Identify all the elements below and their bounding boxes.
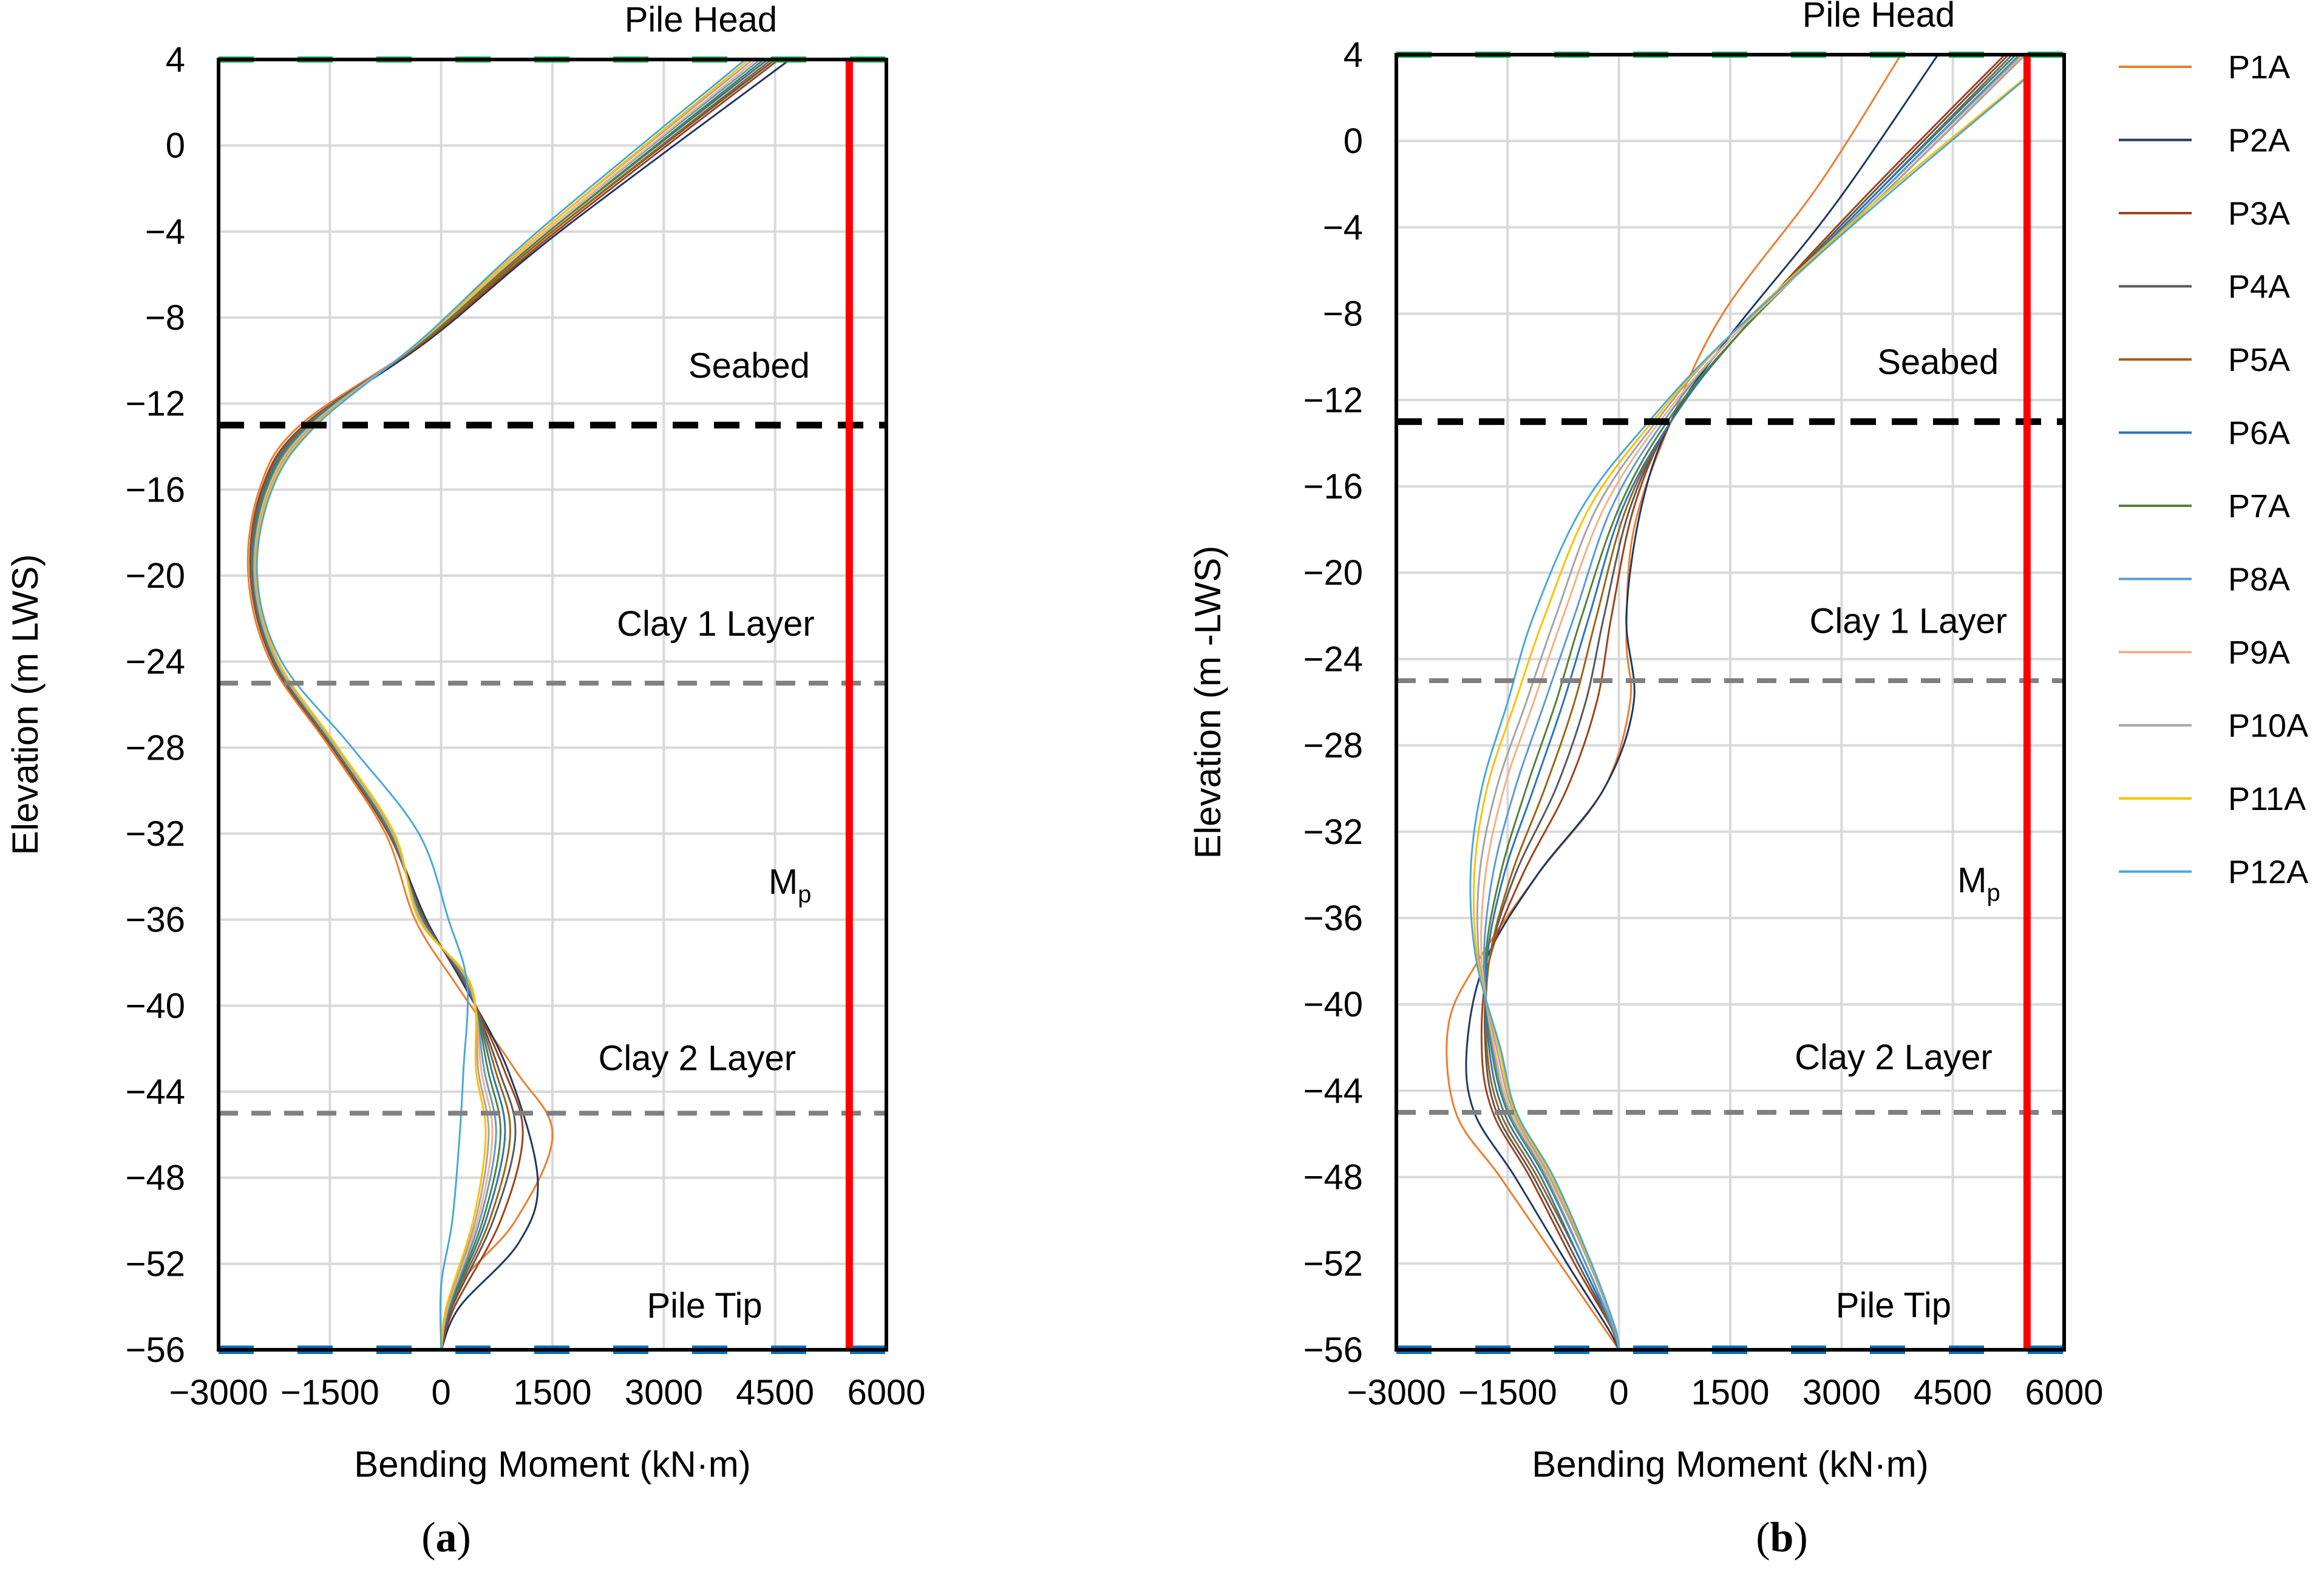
annotation-seabed: Seabed <box>1877 342 1999 382</box>
x-tick-label: 1500 <box>513 1373 591 1412</box>
legend-label-p4a: P4A <box>2228 269 2290 305</box>
series-line-p9a <box>1480 53 2024 1350</box>
x-tick-label: 4500 <box>736 1373 814 1412</box>
y-tick-label: −52 <box>1303 1244 1363 1284</box>
legend-label-p2a: P2A <box>2228 123 2290 159</box>
y-tick-label: −52 <box>126 1244 185 1284</box>
legend-label-p12a: P12A <box>2228 854 2308 891</box>
x-tick-label: 3000 <box>1802 1373 1881 1412</box>
y-tick-label: −44 <box>126 1072 185 1112</box>
x-axis-label: Bending Moment (kN·m) <box>1532 1444 1929 1485</box>
y-tick-label: −56 <box>1303 1330 1363 1370</box>
y-tick-label: −40 <box>126 986 185 1026</box>
x-tick-label: −1500 <box>280 1373 379 1412</box>
y-tick-label: −12 <box>1303 381 1363 420</box>
annotation-pile-head: Pile Head <box>1802 0 1955 35</box>
y-axis-label: Elevation (m LWS) <box>5 554 46 856</box>
y-tick-label: −8 <box>145 298 185 338</box>
annotation-clay-2-layer: Clay 2 Layer <box>599 1039 797 1078</box>
legend-label-p7a: P7A <box>2228 488 2290 525</box>
annotation-mp: Mp <box>1957 860 2000 906</box>
plot-frame <box>217 58 888 1352</box>
annotation-clay-2-layer: Clay 2 Layer <box>1795 1038 1993 1077</box>
y-tick-labels: 4 0 −4 −8 −12 −16 −20 −24 −28 −32 −36 −40 −44 −48 −52 −… <box>126 40 185 1370</box>
panel-label: (b) <box>1756 1514 1808 1561</box>
legend-label-p11a: P11A <box>2228 781 2306 817</box>
legend-label-p5a: P5A <box>2228 342 2290 378</box>
x-tick-label: −1500 <box>1458 1373 1557 1412</box>
legend-label-p6a: P6A <box>2228 415 2290 452</box>
annotation-seabed: Seabed <box>688 346 810 386</box>
annotation-pile-tip: Pile Tip <box>1836 1286 1951 1325</box>
y-tick-label: −24 <box>1303 639 1363 679</box>
x-tick-label: 1500 <box>1691 1373 1769 1412</box>
y-tick-label: −32 <box>126 814 185 854</box>
annotation-clay-1-layer: Clay 1 Layer <box>617 604 815 644</box>
panel-b: −3000 −1500 0 1500 3000 4500 6000 4 0 −4 −8 −12 −16… <box>1187 0 2104 1561</box>
plot-frame <box>1395 53 2066 1352</box>
x-tick-labels: −3000 −1500 0 1500 3000 4500 6000 <box>169 1373 926 1412</box>
y-tick-label: −48 <box>126 1159 185 1198</box>
panel-label: (a) <box>421 1514 471 1561</box>
series-line-p7a <box>1484 53 2020 1350</box>
x-tick-label: −3000 <box>1347 1373 1446 1412</box>
y-tick-label: −40 <box>1303 985 1363 1024</box>
annotations: Pile Head Seabed Clay 1 Layer Mp Clay 2 Laye… <box>1795 0 2007 1325</box>
annotation-mp: Mp <box>769 862 812 908</box>
y-tick-label: −44 <box>1303 1071 1363 1111</box>
y-tick-label: 0 <box>166 126 185 166</box>
annotation-pile-tip: Pile Tip <box>647 1286 762 1325</box>
legend-label-p10a: P10A <box>2228 708 2308 744</box>
annotations: Pile Head Seabed Clay 1 Layer Mp Clay 2 Laye… <box>599 0 815 1325</box>
x-tick-label: −3000 <box>169 1373 268 1412</box>
series-lines <box>1446 53 2030 1350</box>
y-tick-label: −28 <box>1303 726 1363 766</box>
annotation-pile-head: Pile Head <box>625 0 777 39</box>
y-tick-label: −4 <box>145 212 185 251</box>
y-tick-label: 4 <box>1344 35 1363 75</box>
legend-label-p8a: P8A <box>2228 562 2290 598</box>
y-tick-label: 4 <box>166 40 185 80</box>
y-tick-label: −20 <box>126 556 185 596</box>
x-tick-label: 0 <box>1609 1373 1629 1412</box>
y-tick-labels: 4 0 −4 −8 −12 −16 −20 −24 −28 −32 −36 −40 −44 −48 −52 −… <box>1303 35 1363 1370</box>
legend-label-p3a: P3A <box>2228 196 2290 232</box>
x-tick-label: 6000 <box>847 1373 925 1412</box>
y-tick-label: −32 <box>1303 812 1363 852</box>
y-tick-label: −20 <box>1303 553 1363 593</box>
y-tick-label: −48 <box>1303 1158 1363 1197</box>
annotation-clay-1-layer: Clay 1 Layer <box>1810 602 2008 641</box>
y-tick-label: −4 <box>1323 208 1363 247</box>
legend-label-p9a: P9A <box>2228 635 2290 671</box>
panel-a: −3000 −1500 0 1500 3000 4500 6000 4 0 −4 −8 −12 −16… <box>5 0 926 1561</box>
x-tick-label: 4500 <box>1914 1373 1992 1412</box>
y-tick-label: −24 <box>126 642 185 682</box>
x-tick-label: 0 <box>432 1373 451 1412</box>
y-tick-label: −16 <box>126 470 185 509</box>
x-tick-label: 3000 <box>625 1373 703 1412</box>
series-line-p12a <box>1469 75 2030 1350</box>
y-tick-label: −8 <box>1323 294 1363 334</box>
series-lines <box>246 58 790 1350</box>
y-axis-label: Elevation (m -LWS) <box>1187 546 1228 859</box>
y-tick-label: −36 <box>126 900 185 940</box>
x-tick-labels: −3000 −1500 0 1500 3000 4500 6000 <box>1347 1373 2104 1412</box>
y-tick-label: −36 <box>1303 899 1363 938</box>
y-tick-label: −28 <box>126 728 185 767</box>
x-axis-label: Bending Moment (kN·m) <box>354 1444 751 1485</box>
series-line-p12a <box>256 58 746 1350</box>
legend-label-p1a: P1A <box>2228 49 2290 86</box>
y-tick-label: −56 <box>126 1330 185 1370</box>
legend: P1A P2A P3A P4A P5A P6A P7A P8A P9A P10A P11A P12A <box>2119 49 2308 891</box>
y-tick-label: −12 <box>126 384 185 424</box>
x-tick-label: 6000 <box>2025 1373 2103 1412</box>
y-tick-label: 0 <box>1344 121 1363 161</box>
y-tick-label: −16 <box>1303 467 1363 506</box>
